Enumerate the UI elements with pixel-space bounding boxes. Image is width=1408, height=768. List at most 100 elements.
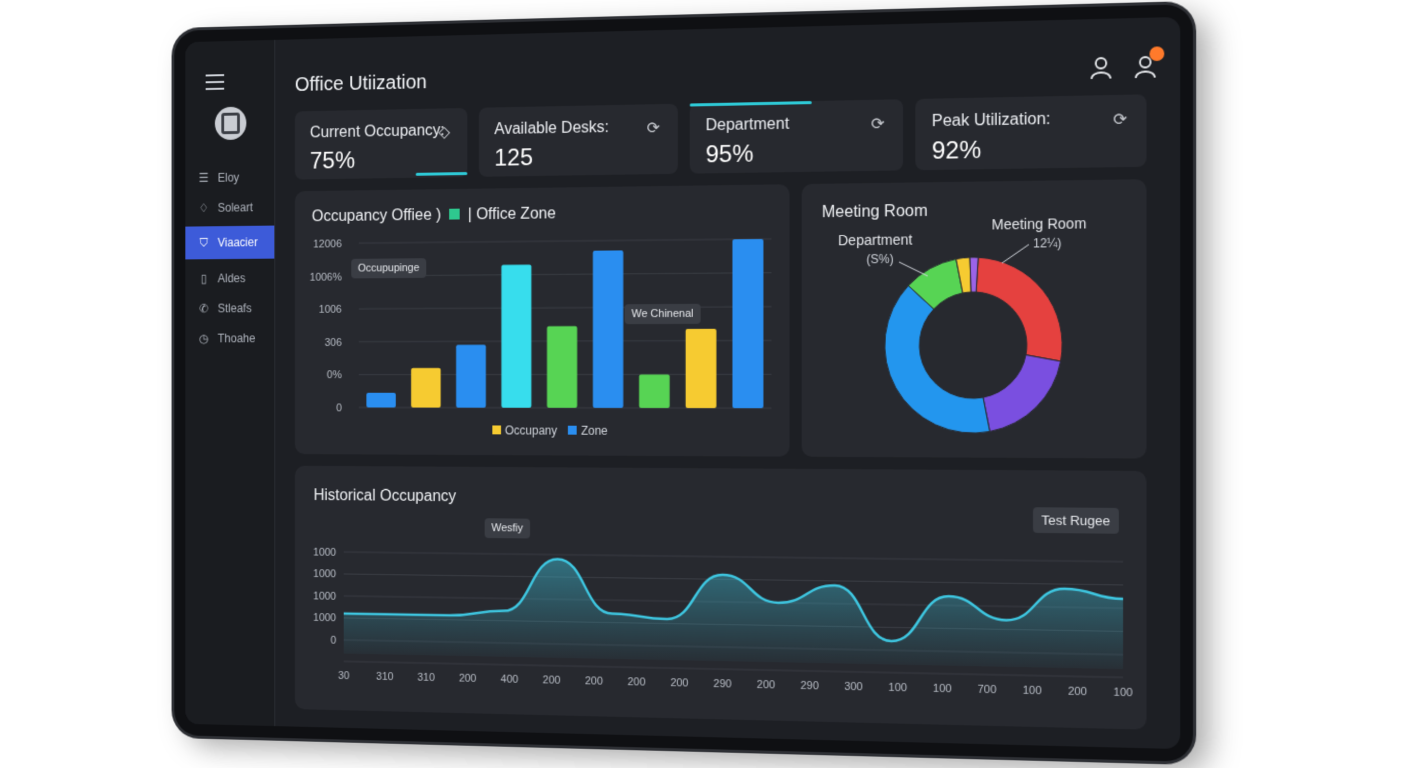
menu-icon[interactable]: [205, 74, 225, 95]
kpi-label: Department: [705, 115, 790, 135]
refresh-icon[interactable]: ⟳: [1113, 111, 1128, 130]
legend-swatch-zone2: [568, 425, 578, 435]
kpi-department[interactable]: Department 95% ⟳: [689, 99, 904, 174]
legend-label-zone: Zone: [580, 423, 608, 438]
x-tick-label: 300: [844, 681, 863, 694]
kpi-label: Available Desks:: [494, 119, 609, 139]
x-tick-label: 200: [670, 677, 688, 690]
bar-legend: Occupany Zone: [492, 423, 608, 438]
sidebar-nav: ☰ Eloy ♢ Soleart ⛉ Viaacier ▯ Aldes ✆: [185, 161, 275, 353]
sidebar-item-label: Stleafs: [217, 301, 252, 315]
x-tick-label: 700: [978, 683, 997, 696]
bell-icon: ♢: [198, 200, 209, 215]
y-tick-label: 1000: [313, 590, 336, 602]
x-tick-label: 290: [713, 678, 731, 691]
kpi-value: 95%: [705, 140, 754, 169]
donut-slice[interactable]: [885, 285, 990, 433]
sidebar: ☰ Eloy ♢ Soleart ⛉ Viaacier ▯ Aldes ✆: [185, 39, 276, 727]
x-tick-label: 310: [417, 672, 435, 684]
y-tick-label: 1006%: [310, 271, 343, 283]
tablet-device: ☰ Eloy ♢ Soleart ⛉ Viaacier ▯ Aldes ✆: [174, 4, 1193, 762]
user-icon[interactable]: [1089, 56, 1112, 81]
meeting-room-panel: Meeting Room Department (S%) Meeting Roo…: [801, 179, 1147, 459]
kpi-current-occupancy[interactable]: Current Occupancy: 75% ◇: [294, 107, 468, 180]
clock-icon: ◷: [198, 331, 209, 345]
tag-weekend: We Chinenal: [624, 303, 701, 325]
x-tick-label: 100: [933, 682, 952, 695]
chart-bar[interactable]: [546, 326, 578, 408]
x-tick-label: 310: [376, 671, 393, 683]
kpi-available-desks[interactable]: Available Desks: 125 ⟳: [478, 103, 678, 177]
page-title: Office Utiization: [294, 71, 427, 96]
x-tick-label: 200: [1068, 685, 1087, 698]
chart-bar[interactable]: [456, 344, 486, 408]
x-tick-label: 30: [338, 670, 350, 682]
occupancy-bar-panel: Occupancy Offiee ) | Office Zone 12006 10…: [294, 184, 790, 457]
chart-bar[interactable]: [411, 367, 441, 408]
y-tick-label: 0%: [327, 369, 342, 381]
y-tick-label: 1006: [319, 304, 342, 316]
chart-bar[interactable]: [685, 328, 717, 409]
shield-icon: ⛉: [199, 235, 208, 250]
refresh-icon[interactable]: ⟳: [871, 115, 885, 134]
sidebar-item-label: Soleart: [217, 200, 253, 215]
sidebar-item-label: Viaacier: [217, 235, 258, 250]
y-tick-label: 0: [336, 402, 342, 414]
y-tick-label: 1000: [313, 612, 336, 624]
x-tick-label: 100: [1113, 686, 1132, 699]
meeting-room-donut-chart: [802, 179, 1147, 458]
sidebar-item-stleafs[interactable]: ✆ Stleafs: [185, 293, 274, 324]
y-tick-label: 1000: [313, 568, 336, 580]
x-tick-label: 200: [585, 675, 603, 688]
refresh-icon[interactable]: ⟳: [646, 120, 661, 138]
kpi-label: Current Occupancy:: [309, 122, 445, 142]
y-tick-label: 306: [325, 337, 342, 349]
test-range-button[interactable]: Test Rugee: [1033, 507, 1119, 534]
sidebar-item-label: Aldes: [217, 270, 246, 285]
diamond-icon[interactable]: ◇: [438, 124, 451, 142]
sidebar-item-label: Eloy: [217, 170, 240, 185]
historical-occupancy-panel: Historical Occupancy 1000 1000 1000 1000 0 30…: [294, 465, 1147, 730]
x-tick-label: 400: [501, 673, 519, 686]
kpi-value: 92%: [931, 136, 982, 165]
legend-label-occupancy: Occupany: [504, 423, 558, 438]
historical-occupancy-chart: 1000 1000 1000 1000 0 30 310 310 200 400 200 200 200…: [313, 547, 1133, 700]
chart-bar[interactable]: [639, 374, 670, 409]
legend-swatch-occupancy: [492, 425, 502, 435]
x-tick-label: 200: [543, 674, 561, 687]
callout-line: [899, 262, 928, 276]
kpi-accent-bar: [689, 101, 812, 107]
sidebar-item-label: Thoahe: [217, 331, 256, 345]
sidebar-item-aldes[interactable]: ▯ Aldes: [185, 262, 274, 293]
x-tick-label: 100: [1023, 684, 1042, 697]
kpi-peak-utilization[interactable]: Peak Utilization: 92% ⟳: [915, 94, 1147, 171]
kpi-accent-bar: [415, 172, 468, 176]
kpi-label: Peak Utilization:: [931, 110, 1051, 131]
kpi-value: 125: [494, 144, 533, 172]
x-tick-label: 200: [459, 672, 477, 685]
tag-occupancy: Occupupinge: [351, 258, 427, 279]
chart-bar[interactable]: [592, 250, 624, 408]
area-fill: [343, 556, 1124, 670]
chart-bar[interactable]: [501, 264, 532, 408]
occupancy-bar-chart: 12006 1006% 1006 306 0% 0: [310, 184, 790, 414]
donut-slice[interactable]: [976, 257, 1062, 362]
phone-icon: ✆: [199, 301, 209, 315]
notification-badge: [1149, 46, 1165, 62]
x-tick-label: 100: [888, 682, 907, 695]
sidebar-item-soleart[interactable]: ♢ Soleart: [185, 192, 274, 223]
kpi-value: 75%: [309, 147, 356, 175]
x-tick-label: 200: [757, 679, 775, 692]
doc-icon: ▯: [200, 271, 207, 285]
app-screen: ☰ Eloy ♢ Soleart ⛉ Viaacier ▯ Aldes ✆: [185, 16, 1181, 750]
sidebar-item-eloy[interactable]: ☰ Eloy: [185, 161, 274, 192]
y-tick-label: 12006: [313, 238, 342, 250]
donut-slice[interactable]: [983, 355, 1061, 432]
chart-bar[interactable]: [732, 238, 764, 409]
y-tick-label: 0: [330, 635, 336, 647]
chart-bar[interactable]: [366, 392, 396, 408]
sidebar-item-thoahe[interactable]: ◷ Thoahe: [185, 323, 274, 353]
grid-line: [344, 552, 1123, 562]
sidebar-item-viaacier[interactable]: ⛉ Viaacier: [185, 225, 275, 260]
logo-icon: [214, 106, 247, 141]
